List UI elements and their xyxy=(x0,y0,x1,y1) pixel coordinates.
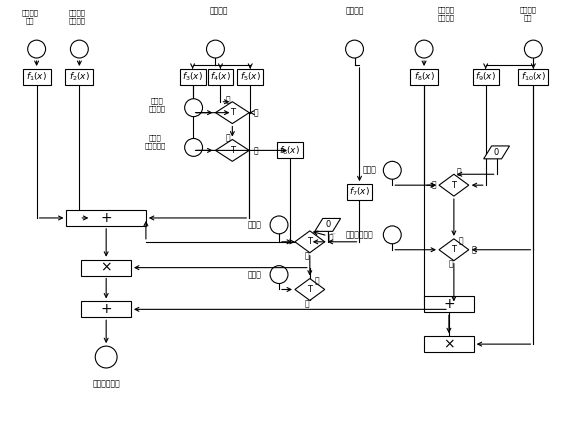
Bar xyxy=(277,143,303,158)
Bar xyxy=(66,210,146,226)
Text: 实际负荷: 实际负荷 xyxy=(345,6,364,15)
Text: T: T xyxy=(230,108,235,117)
Text: 供热抽汽
压力: 供热抽汽 压力 xyxy=(520,6,537,21)
Text: $f_4(x)$: $f_4(x)$ xyxy=(210,71,231,83)
Text: 供热抽汽
阀门开度: 供热抽汽 阀门开度 xyxy=(437,6,454,21)
Text: 降负荷: 降负荷 xyxy=(247,270,261,279)
Text: 否: 否 xyxy=(456,168,461,177)
Circle shape xyxy=(270,216,288,234)
Bar xyxy=(208,69,234,85)
Text: 是: 是 xyxy=(253,146,258,155)
Text: 供暖期: 供暖期 xyxy=(362,166,376,175)
Text: 二次调频
增量目标: 二次调频 增量目标 xyxy=(69,9,86,24)
Bar xyxy=(238,69,263,85)
Circle shape xyxy=(270,266,288,283)
Circle shape xyxy=(383,161,401,179)
Bar xyxy=(81,260,131,275)
Circle shape xyxy=(185,99,202,117)
Text: T: T xyxy=(451,245,456,254)
Polygon shape xyxy=(439,174,469,196)
Text: 0: 0 xyxy=(325,220,331,229)
Bar xyxy=(424,336,474,352)
Text: 是: 是 xyxy=(448,259,453,268)
Text: $f_5(x)$: $f_5(x)$ xyxy=(240,71,261,83)
Text: 否: 否 xyxy=(329,233,333,242)
Text: 降负荷
蓄能不足否: 降负荷 蓄能不足否 xyxy=(144,135,166,149)
Text: $f_9(x)$: $f_9(x)$ xyxy=(475,71,496,83)
Text: 否: 否 xyxy=(226,133,231,142)
Bar xyxy=(424,297,474,312)
Bar xyxy=(180,69,205,85)
Text: 否: 否 xyxy=(315,276,319,285)
Text: 工业供热投入: 工业供热投入 xyxy=(346,231,374,239)
Text: $f_8(x)$: $f_8(x)$ xyxy=(413,71,434,83)
Text: 否: 否 xyxy=(226,95,231,104)
Text: +: + xyxy=(443,297,455,311)
Bar xyxy=(410,69,438,85)
Bar xyxy=(81,302,131,317)
Text: $f_{10}(x)$: $f_{10}(x)$ xyxy=(521,71,546,83)
Polygon shape xyxy=(315,218,341,231)
Circle shape xyxy=(415,40,433,58)
Circle shape xyxy=(95,346,117,368)
Text: +: + xyxy=(100,302,112,316)
Text: $f_1(x)$: $f_1(x)$ xyxy=(26,71,47,83)
Text: $f_3(x)$: $f_3(x)$ xyxy=(182,71,203,83)
Text: +: + xyxy=(100,211,112,225)
Text: 升负荷: 升负荷 xyxy=(247,220,261,229)
Text: 一次调频
目标: 一次调频 目标 xyxy=(21,9,38,24)
Bar xyxy=(518,69,548,85)
Text: 是: 是 xyxy=(304,251,309,260)
Polygon shape xyxy=(484,146,510,159)
Bar xyxy=(23,69,50,85)
Text: ×: × xyxy=(100,261,112,275)
Text: $f_7(x)$: $f_7(x)$ xyxy=(349,186,370,198)
Text: $f_6(x)$: $f_6(x)$ xyxy=(280,144,301,157)
Text: 是: 是 xyxy=(472,245,476,254)
Polygon shape xyxy=(215,140,249,161)
Bar xyxy=(65,69,93,85)
Bar xyxy=(346,184,373,200)
Text: 锅炉主控前锁: 锅炉主控前锁 xyxy=(92,379,120,388)
Circle shape xyxy=(346,40,363,58)
Text: $f_2(x)$: $f_2(x)$ xyxy=(69,71,90,83)
Text: ×: × xyxy=(443,337,455,351)
Text: T: T xyxy=(230,146,235,155)
Circle shape xyxy=(383,226,401,244)
Circle shape xyxy=(28,40,45,58)
Circle shape xyxy=(206,40,225,58)
Text: T: T xyxy=(451,181,456,190)
Circle shape xyxy=(524,40,542,58)
Text: T: T xyxy=(307,285,312,294)
Text: 负荷指令: 负荷指令 xyxy=(209,6,228,15)
Text: 是: 是 xyxy=(431,181,436,190)
Circle shape xyxy=(185,138,202,157)
Circle shape xyxy=(70,40,88,58)
Text: 是: 是 xyxy=(253,108,258,117)
Polygon shape xyxy=(295,279,325,300)
Text: 0 side: 0 side xyxy=(331,233,335,234)
Polygon shape xyxy=(215,102,249,124)
Text: 0: 0 xyxy=(494,148,499,157)
Bar xyxy=(473,69,498,85)
Text: 升负荷
蓄能不足: 升负荷 蓄能不足 xyxy=(149,98,166,113)
Text: 是: 是 xyxy=(304,299,309,308)
Polygon shape xyxy=(439,239,469,261)
Text: T: T xyxy=(307,237,312,246)
Polygon shape xyxy=(295,231,325,253)
Text: 否: 否 xyxy=(459,236,463,245)
